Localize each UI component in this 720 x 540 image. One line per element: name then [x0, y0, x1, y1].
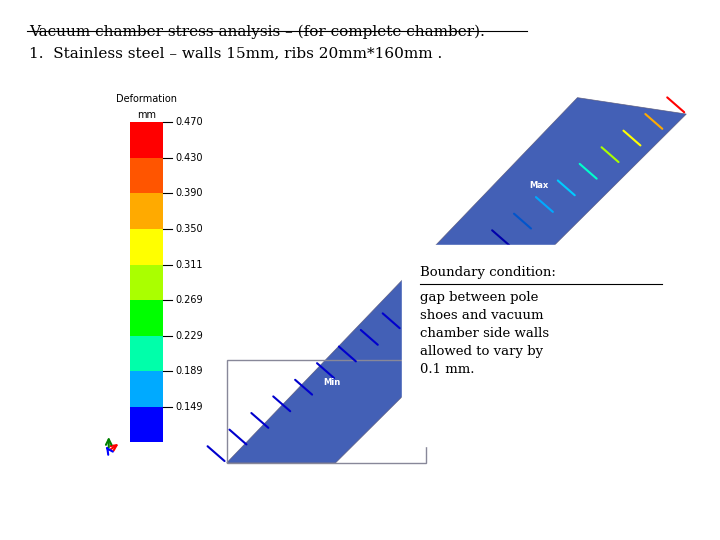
- FancyBboxPatch shape: [130, 300, 163, 336]
- Polygon shape: [227, 98, 686, 463]
- Text: 0.311: 0.311: [175, 260, 203, 269]
- Text: 1.  Stainless steel – walls 15mm, ribs 20mm*160mm .: 1. Stainless steel – walls 15mm, ribs 20…: [29, 46, 442, 60]
- FancyBboxPatch shape: [130, 336, 163, 371]
- Text: Boundary condition:: Boundary condition:: [420, 266, 556, 279]
- FancyBboxPatch shape: [130, 371, 163, 407]
- FancyBboxPatch shape: [130, 265, 163, 300]
- Text: 0.350: 0.350: [175, 224, 203, 234]
- FancyBboxPatch shape: [402, 245, 693, 447]
- FancyBboxPatch shape: [130, 229, 163, 265]
- FancyBboxPatch shape: [130, 193, 163, 229]
- Text: mm: mm: [137, 110, 156, 120]
- Text: Min: Min: [323, 378, 341, 387]
- Text: Vacuum chamber stress analysis – (for complete chamber).: Vacuum chamber stress analysis – (for co…: [29, 24, 485, 39]
- Text: 0.229: 0.229: [175, 330, 203, 341]
- Text: Deformation: Deformation: [116, 94, 177, 104]
- FancyBboxPatch shape: [130, 407, 163, 442]
- Text: 0.470: 0.470: [175, 117, 203, 127]
- Text: 0.149: 0.149: [175, 402, 203, 412]
- Text: 0.269: 0.269: [175, 295, 203, 305]
- Text: gap between pole
shoes and vacuum
chamber side walls
allowed to vary by
0.1 mm.: gap between pole shoes and vacuum chambe…: [420, 291, 549, 375]
- Text: Max: Max: [529, 181, 549, 190]
- Text: 0.390: 0.390: [175, 188, 203, 198]
- Text: 0.189: 0.189: [175, 366, 203, 376]
- Text: 0.430: 0.430: [175, 153, 203, 163]
- FancyBboxPatch shape: [130, 158, 163, 193]
- FancyBboxPatch shape: [130, 122, 163, 158]
